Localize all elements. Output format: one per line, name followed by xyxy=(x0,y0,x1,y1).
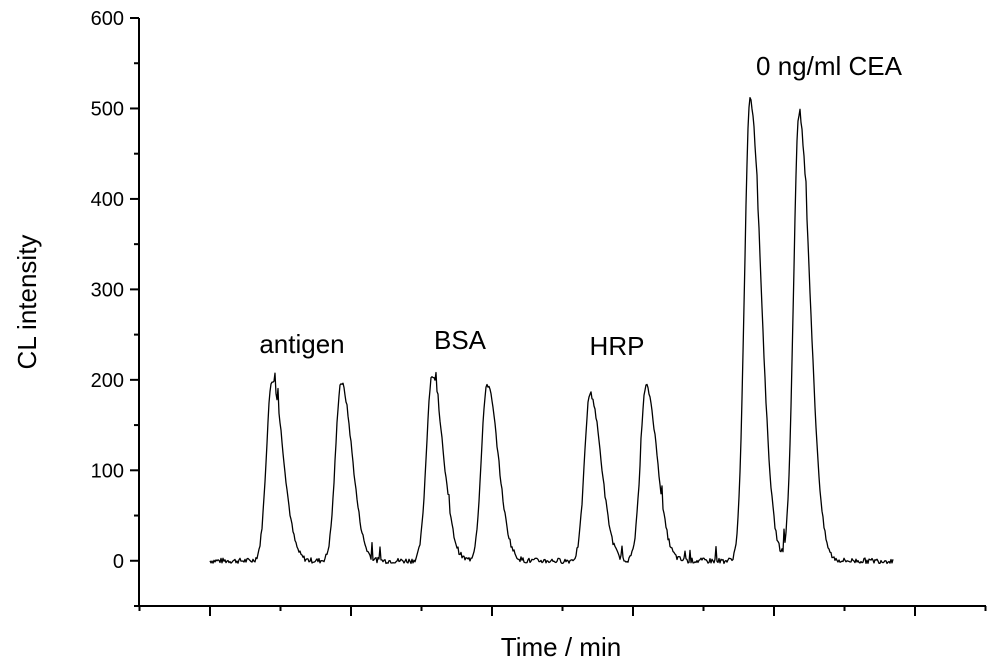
y-tick-label-500: 500 xyxy=(91,98,124,120)
y-tick-label-600: 600 xyxy=(91,8,124,30)
y-tick-label-200: 200 xyxy=(91,370,124,392)
y-tick-label-100: 100 xyxy=(91,460,124,482)
y-axis-ticks: 0 100 200 300 400 500 600 xyxy=(91,8,139,607)
annotation-hrp: HRP xyxy=(590,331,645,361)
annotation-0-ng-ml-cea: 0 ng/ml CEA xyxy=(756,51,903,81)
y-tick-label-0: 0 xyxy=(113,551,124,573)
cl-intensity-trace xyxy=(209,96,894,565)
x-axis-title: Time / min xyxy=(501,632,621,662)
y-tick-label-400: 400 xyxy=(91,189,124,211)
annotation-bsa: BSA xyxy=(434,325,487,355)
y-tick-label-300: 300 xyxy=(91,279,124,301)
y-axis-title: CL intensity xyxy=(12,235,42,370)
x-axis-ticks xyxy=(138,606,987,616)
annotation-antigen: antigen xyxy=(259,329,344,359)
